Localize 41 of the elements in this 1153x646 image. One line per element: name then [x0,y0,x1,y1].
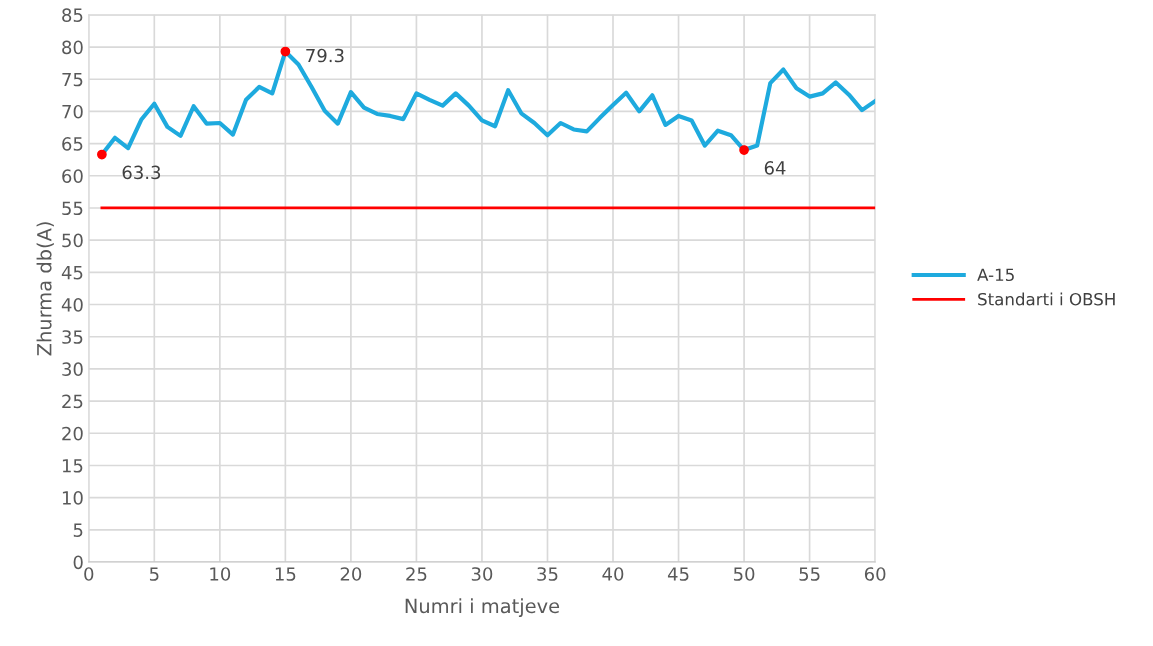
y-tick-label: 70 [62,104,83,119]
y-tick-label: 20 [62,426,83,441]
x-tick-label: 30 [471,567,493,581]
point [97,149,107,160]
data-label: 64 [764,161,786,175]
x-tick-label: 0 [84,567,94,581]
legend-label: A-15 [977,268,1014,282]
y-tick-label: 0 [73,555,83,570]
x-tick-label: 40 [602,567,624,581]
x-tick-label: 25 [406,567,427,581]
x-tick-label: 55 [799,567,820,581]
point [280,46,291,57]
x-tick-label: 60 [864,567,886,581]
y-tick-label: 75 [62,72,83,87]
x-tick-label: 15 [275,567,296,581]
data-label: 63.3 [122,165,161,180]
x-tick-label: 5 [149,567,159,581]
y-tick-label: 85 [62,8,83,22]
y-tick-label: 55 [62,201,83,216]
y-tick-label: 35 [62,330,83,344]
y-tick-label: 30 [62,362,83,377]
y-axis-title: Zhurma db(A) [36,222,54,356]
data-label: 79.3 [306,48,344,63]
y-tick-label: 60 [62,169,83,183]
x-tick-label: 45 [667,567,689,581]
y-tick-label: 15 [62,459,83,473]
x-tick-label: 35 [537,567,558,581]
y-tick-label: 50 [62,233,83,248]
point [739,145,749,155]
y-tick-label: 40 [61,297,83,312]
x-axis-title: Numri i matjeve [405,598,560,618]
y-tick-label: 25 [62,394,83,409]
x-tick-label: 10 [210,567,231,581]
x-tick-label: 20 [340,567,362,581]
y-tick-label: 80 [62,40,83,55]
legend-label: Standarti i OBSH [978,292,1115,306]
y-tick-label: 5 [73,523,83,537]
y-tick-label: 10 [62,491,83,505]
y-tick-label: 45 [61,266,83,280]
y-tick-label: 65 [62,137,83,151]
x-tick-label: 50 [733,567,755,581]
